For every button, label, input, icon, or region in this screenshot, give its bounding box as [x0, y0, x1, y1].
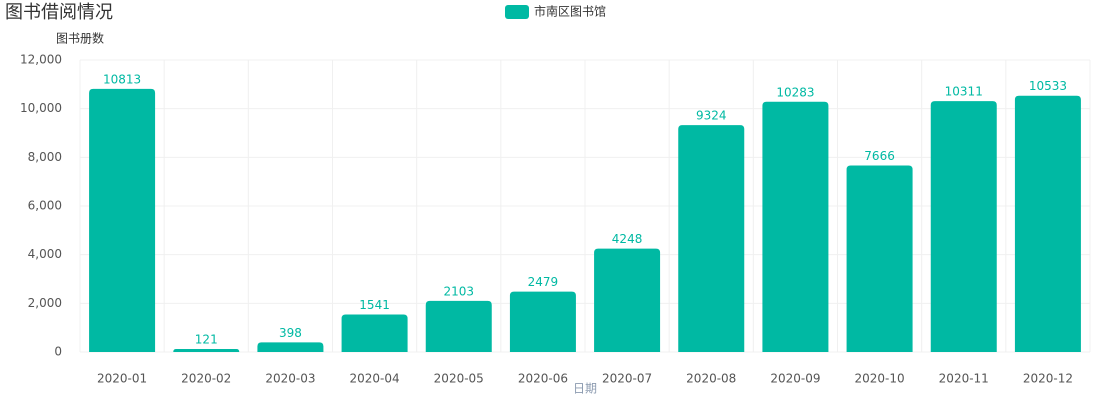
- x-tick-label: 2020-05: [434, 372, 484, 386]
- chart-title: 图书借阅情况: [5, 2, 113, 23]
- bar: [594, 248, 661, 352]
- legend-label[interactable]: 市南区图书馆: [534, 4, 606, 19]
- y-tick-label: 6,000: [28, 199, 62, 213]
- bar: [509, 291, 576, 352]
- bar: [1014, 95, 1081, 353]
- value-label: 9324: [696, 109, 727, 123]
- x-tick-label: 2020-03: [265, 372, 315, 386]
- x-tick-label: 2020-12: [1023, 372, 1073, 386]
- x-tick-label: 2020-08: [686, 372, 736, 386]
- x-tick-label: 2020-02: [181, 372, 231, 386]
- x-tick-label: 2020-07: [602, 372, 652, 386]
- bar: [89, 88, 156, 352]
- y-tick-label: 10,000: [20, 101, 62, 115]
- bar: [930, 101, 997, 352]
- x-tick-label: 2020-11: [939, 372, 989, 386]
- y-tick-label: 8,000: [28, 150, 62, 164]
- x-tick-label: 2020-04: [350, 372, 400, 386]
- value-label: 4248: [612, 232, 643, 246]
- y-tick-label: 4,000: [28, 247, 62, 261]
- y-tick-label: 0: [54, 345, 62, 359]
- bar: [762, 101, 829, 352]
- x-tick-label: 2020-01: [97, 372, 147, 386]
- value-label: 2479: [528, 275, 559, 289]
- y-tick-label: 12,000: [20, 53, 62, 67]
- value-label: 398: [279, 326, 302, 340]
- value-label: 10813: [103, 72, 141, 86]
- bar: [173, 349, 240, 352]
- y-tick-label: 2,000: [28, 296, 62, 310]
- bar: [678, 125, 745, 352]
- value-label: 10311: [945, 85, 983, 99]
- bar: [257, 342, 324, 352]
- x-tick-label: 2020-06: [518, 372, 568, 386]
- bar: [425, 300, 492, 352]
- y-axis-title: 图书册数: [56, 31, 104, 46]
- value-label: 2103: [443, 284, 474, 298]
- value-label: 7666: [864, 149, 895, 163]
- value-label: 10283: [776, 85, 814, 99]
- value-label: 1541: [359, 298, 390, 312]
- x-tick-label: 2020-09: [770, 372, 820, 386]
- legend-swatch[interactable]: [505, 5, 529, 19]
- x-axis-title: 日期: [573, 382, 597, 396]
- bar: [846, 165, 913, 352]
- value-label: 10533: [1029, 79, 1067, 93]
- value-label: 121: [195, 333, 218, 347]
- x-tick-label: 2020-10: [855, 372, 905, 386]
- bar: [341, 314, 408, 352]
